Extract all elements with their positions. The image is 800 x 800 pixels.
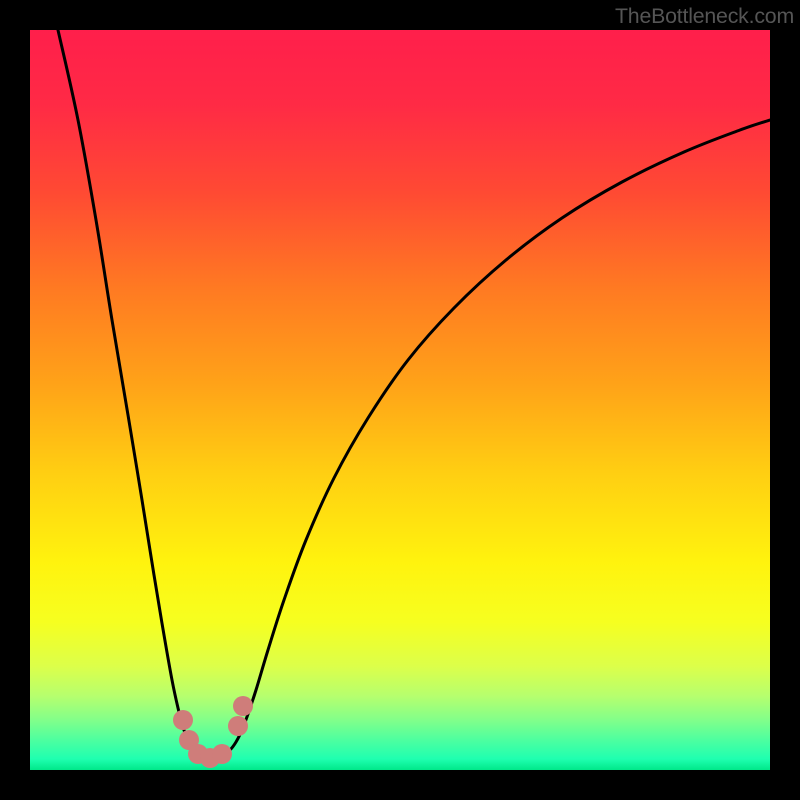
plot-area — [30, 30, 770, 770]
trough-marker — [228, 716, 248, 736]
watermark-label: TheBottleneck.com — [615, 4, 794, 29]
bottleneck-curve-svg — [30, 30, 770, 770]
trough-marker — [212, 744, 232, 764]
trough-marker — [173, 710, 193, 730]
bottleneck-chart-stage: TheBottleneck.com — [0, 0, 800, 800]
trough-marker — [233, 696, 253, 716]
curve-left-branch — [58, 30, 212, 758]
curve-right-branch — [212, 120, 770, 758]
